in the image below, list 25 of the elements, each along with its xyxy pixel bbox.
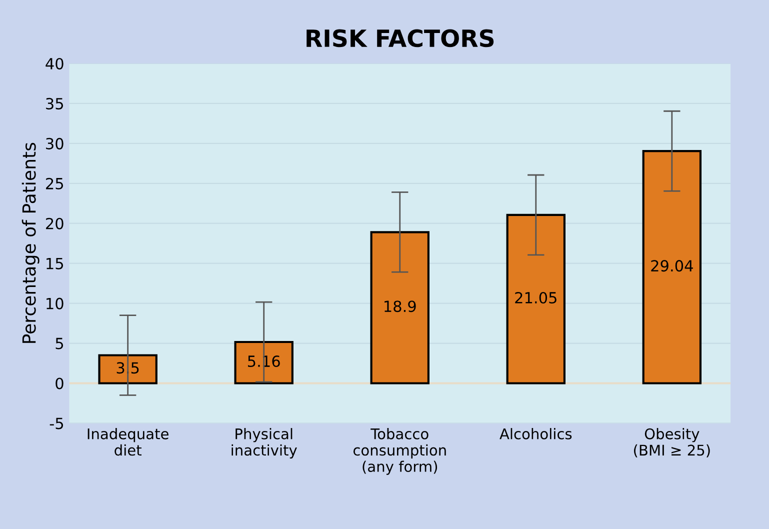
y-tick-label: 35 [46,98,64,110]
y-tick-label: 10 [46,298,64,310]
x-tick-label: Obesity (BMI ≥ 25) [634,428,710,458]
y-tick-label: 15 [46,258,64,270]
y-tick-label: -5 [50,418,64,430]
y-tick-label: 40 [46,58,64,70]
bar [642,150,702,384]
x-tick-label: Inadequate diet [88,428,168,456]
x-tick-label: Tobacco consumption (any form) [353,428,446,475]
y-axis-title: Percentage of Patients [22,142,40,343]
x-tick-label: Alcoholics [500,428,572,440]
y-tick-label: 20 [46,218,64,230]
data-label: 29.04 [651,260,693,272]
bar [370,231,430,384]
data-label: 21.05 [515,292,556,304]
data-label: 18.9 [384,300,416,312]
y-tick-label: 25 [46,178,64,190]
y-tick-label: 0 [56,378,64,390]
y-tick-label: 30 [46,138,64,150]
chart-title: RISK FACTORS [306,29,494,48]
bar [234,340,294,384]
bar [506,214,566,384]
bar [98,354,158,384]
x-tick-label: Physical inactivity [232,428,297,459]
y-tick-label: 5 [56,338,64,350]
